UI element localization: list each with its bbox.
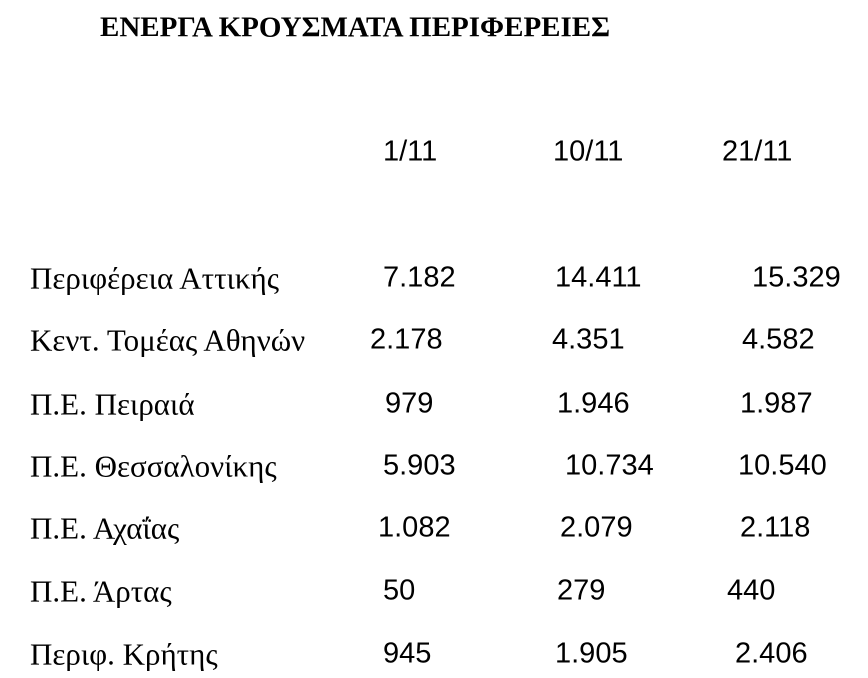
- column-header: 21/11: [722, 135, 793, 168]
- cell: 2.178: [370, 323, 443, 356]
- row-label: Π.Ε. Θεσσαλονίκης: [30, 448, 277, 484]
- cell: 979: [385, 387, 434, 420]
- title: ΕΝΕΡΓΑ ΚΡΟΥΣΜΑΤΑ ΠΕΡΙΦΕΡΕΙΕΣ: [100, 11, 611, 44]
- cell: 440: [727, 574, 776, 607]
- cell: 945: [383, 637, 432, 670]
- cell: 10.734: [565, 449, 654, 482]
- cell: 50: [383, 574, 416, 607]
- cell: 1.987: [740, 387, 813, 420]
- cell: 15.329: [752, 261, 841, 294]
- cell: 2.406: [735, 637, 808, 670]
- cell: 1.905: [555, 637, 628, 670]
- cell: 4.582: [742, 323, 815, 356]
- cell: 5.903: [383, 449, 456, 482]
- cell: 2.118: [740, 511, 811, 544]
- row-label: Π.Ε. Πειραιά: [30, 386, 195, 422]
- cell: 4.351: [552, 323, 625, 356]
- cell: 2.079: [560, 511, 633, 544]
- column-header: 1/11: [383, 135, 438, 168]
- cell: 279: [557, 574, 606, 607]
- row-label: Π.Ε. Αχαΐας: [30, 510, 180, 546]
- row-label: Περιφέρεια Αττικής: [30, 260, 279, 296]
- cell: 1.082: [378, 511, 451, 544]
- row-label: Π.Ε. Άρτας: [30, 573, 172, 609]
- cell: 7.182: [383, 261, 456, 294]
- cell: 1.946: [557, 387, 630, 420]
- row-label: Περιφ. Κρήτης: [30, 636, 218, 672]
- row-label: Κεντ. Τομέας Αθηνών: [30, 322, 306, 358]
- column-header: 10/11: [553, 135, 624, 168]
- cell: 14.411: [555, 261, 642, 294]
- cell: 10.540: [738, 449, 827, 482]
